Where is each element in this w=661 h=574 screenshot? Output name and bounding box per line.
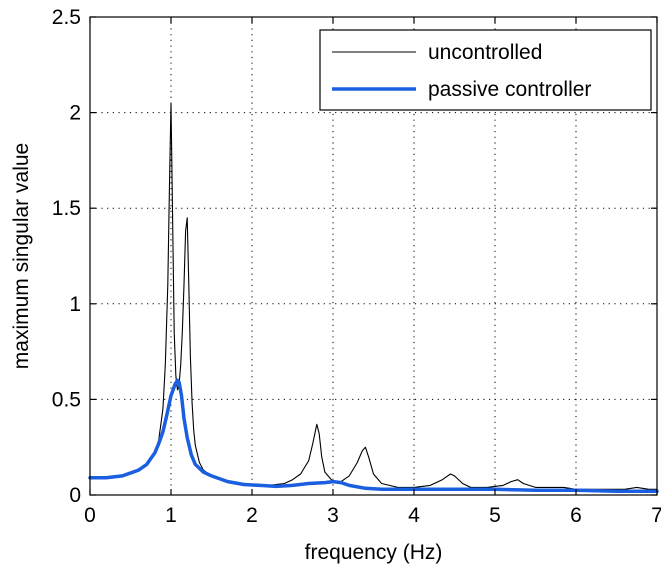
x-tick-label: 4 — [408, 504, 420, 527]
y-tick-label: 0.5 — [52, 388, 81, 411]
series-line-uncontrolled — [89, 102, 658, 490]
x-axis-title: frequency (Hz) — [305, 541, 443, 564]
y-tick-label: 2.5 — [52, 6, 81, 29]
x-tick-label: 0 — [84, 504, 96, 527]
x-tick-labels: 0 1 2 3 4 5 6 7 — [84, 504, 661, 527]
series-line-passive-controller — [88, 378, 659, 493]
x-tick-label: 3 — [327, 504, 339, 527]
y-tick-label: 2 — [69, 102, 81, 125]
legend-label-uncontrolled: uncontrolled — [428, 41, 542, 64]
ticks — [89, 16, 658, 496]
x-tick-label: 2 — [246, 504, 258, 527]
y-tick-label: 1 — [69, 293, 81, 316]
legend: uncontrolled passive controller — [319, 29, 652, 111]
series-group — [88, 102, 659, 493]
x-tick-label: 6 — [570, 504, 582, 527]
x-tick-label: 7 — [651, 504, 661, 527]
y-tick-labels: 0 0.5 1 1.5 2 2.5 — [52, 6, 81, 507]
x-tick-label: 1 — [165, 504, 177, 527]
y-tick-label: 0 — [69, 484, 81, 507]
y-axis-title: maximum singular value — [10, 143, 33, 369]
plot-frame — [89, 16, 658, 496]
legend-label-passive-controller: passive controller — [428, 78, 591, 101]
x-tick-label: 5 — [489, 504, 501, 527]
y-tick-label: 1.5 — [52, 197, 81, 220]
legend-box — [319, 29, 652, 111]
